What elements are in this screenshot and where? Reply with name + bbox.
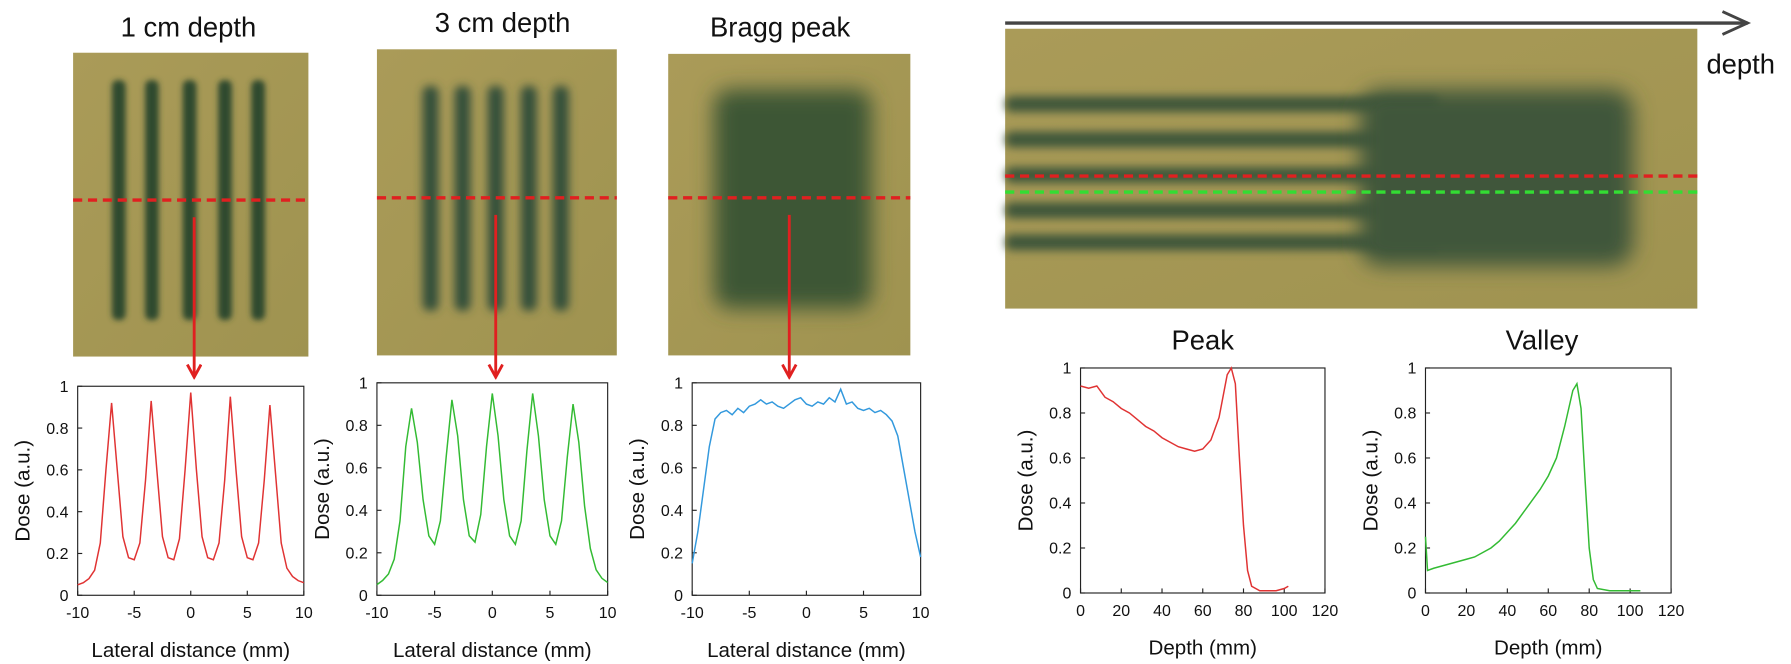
x-axis-label: Lateral distance (mm) <box>91 639 290 662</box>
y-tick-label: 0.8 <box>46 421 68 438</box>
y-tick-label: 0 <box>359 588 368 605</box>
plot-frame <box>77 385 305 596</box>
x-tick-label: 0 <box>488 605 497 622</box>
depth-film-image: depth <box>1005 10 1775 309</box>
x-tick-label: 0 <box>1076 603 1085 620</box>
x-tick-label: 0 <box>186 605 195 622</box>
x-tick-label: -10 <box>681 605 704 622</box>
x-tick-label: 0 <box>802 605 811 622</box>
plot-frame <box>376 382 609 596</box>
y-tick-label: 0.6 <box>1049 451 1071 468</box>
y-axis-label: Dose (a.u.) <box>1360 430 1383 532</box>
y-tick-label: 1 <box>359 376 368 393</box>
x-axis-label: Depth (mm) <box>1149 637 1257 660</box>
y-tick-label: 0.8 <box>1049 406 1071 423</box>
x-tick-label: 100 <box>1271 603 1298 620</box>
y-tick-label: 0.8 <box>661 418 683 435</box>
x-tick-label: 10 <box>599 605 617 622</box>
x-tick-label: 10 <box>912 605 930 622</box>
film-image <box>376 49 617 377</box>
y-tick-label: 0.6 <box>1394 451 1416 468</box>
y-tick-label: 0.2 <box>346 546 368 563</box>
x-tick-label: 20 <box>1112 603 1130 620</box>
x-tick-label: 80 <box>1235 603 1253 620</box>
y-tick-label: 0 <box>60 588 69 605</box>
y-tick-label: 0.6 <box>661 461 683 478</box>
x-tick-label: 120 <box>1312 603 1339 620</box>
x-tick-label: -5 <box>742 605 756 622</box>
x-tick-label: 5 <box>546 605 555 622</box>
x-tick-label: -10 <box>365 605 388 622</box>
chart-title: 3 cm depth <box>435 7 571 38</box>
y-tick-label: 0.4 <box>661 503 683 520</box>
y-tick-label: 1 <box>1407 361 1416 378</box>
x-axis-label: Depth (mm) <box>1494 637 1602 660</box>
x-tick-label: 0 <box>1421 603 1430 620</box>
x-tick-label: 5 <box>859 605 868 622</box>
x-tick-label: 5 <box>243 605 252 622</box>
data-line <box>376 393 609 586</box>
film-image <box>668 53 911 377</box>
arrow-label: depth <box>1706 48 1775 79</box>
chart-title: Bragg peak <box>710 12 850 43</box>
data-line <box>1080 366 1289 592</box>
x-tick-label: -10 <box>66 605 89 622</box>
plot-frame <box>1424 367 1672 594</box>
x-tick-label: 10 <box>295 605 313 622</box>
x-axis-label: Lateral distance (mm) <box>393 639 592 662</box>
x-tick-label: 20 <box>1458 603 1476 620</box>
y-tick-label: 0 <box>674 588 683 605</box>
y-tick-label: 0.6 <box>46 463 68 480</box>
chart-title: Peak <box>1172 325 1235 356</box>
x-tick-label: 60 <box>1539 603 1557 620</box>
y-axis-label: Dose (a.u.) <box>1015 430 1038 532</box>
x-axis-label: Lateral distance (mm) <box>707 639 906 662</box>
data-line <box>691 387 922 564</box>
y-tick-label: 1 <box>1063 361 1072 378</box>
y-tick-label: 0.2 <box>1049 541 1071 558</box>
y-tick-label: 0.2 <box>1394 541 1416 558</box>
x-tick-label: -5 <box>127 605 141 622</box>
x-tick-label: 40 <box>1498 603 1516 620</box>
data-line <box>1424 381 1641 592</box>
x-tick-label: 40 <box>1153 603 1171 620</box>
x-tick-label: 80 <box>1580 603 1598 620</box>
x-tick-label: 120 <box>1658 603 1685 620</box>
y-axis-label: Dose (a.u.) <box>626 438 649 540</box>
y-tick-label: 0 <box>1407 586 1416 603</box>
y-axis-label: Dose (a.u.) <box>12 440 35 542</box>
x-tick-label: -5 <box>428 605 442 622</box>
film-image <box>73 52 309 377</box>
y-tick-label: 0.4 <box>1049 496 1071 513</box>
x-tick-label: 60 <box>1194 603 1212 620</box>
y-tick-label: 0 <box>1063 586 1072 603</box>
x-tick-label: 100 <box>1617 603 1644 620</box>
plot-frame <box>1079 367 1326 594</box>
y-tick-label: 0.2 <box>661 546 683 563</box>
y-axis-label: Dose (a.u.) <box>311 438 334 540</box>
y-tick-label: 0.8 <box>1394 406 1416 423</box>
chart-title: 1 cm depth <box>121 12 257 43</box>
y-tick-label: 0.6 <box>346 461 368 478</box>
y-tick-label: 0.2 <box>46 546 68 563</box>
chart-title: Valley <box>1506 325 1579 356</box>
y-tick-label: 0.4 <box>1394 496 1416 513</box>
y-tick-label: 1 <box>60 379 69 396</box>
y-tick-label: 0.4 <box>346 503 368 520</box>
y-tick-label: 0.4 <box>46 504 68 521</box>
y-tick-label: 1 <box>674 376 683 393</box>
y-tick-label: 0.8 <box>346 418 368 435</box>
data-line <box>77 392 305 586</box>
